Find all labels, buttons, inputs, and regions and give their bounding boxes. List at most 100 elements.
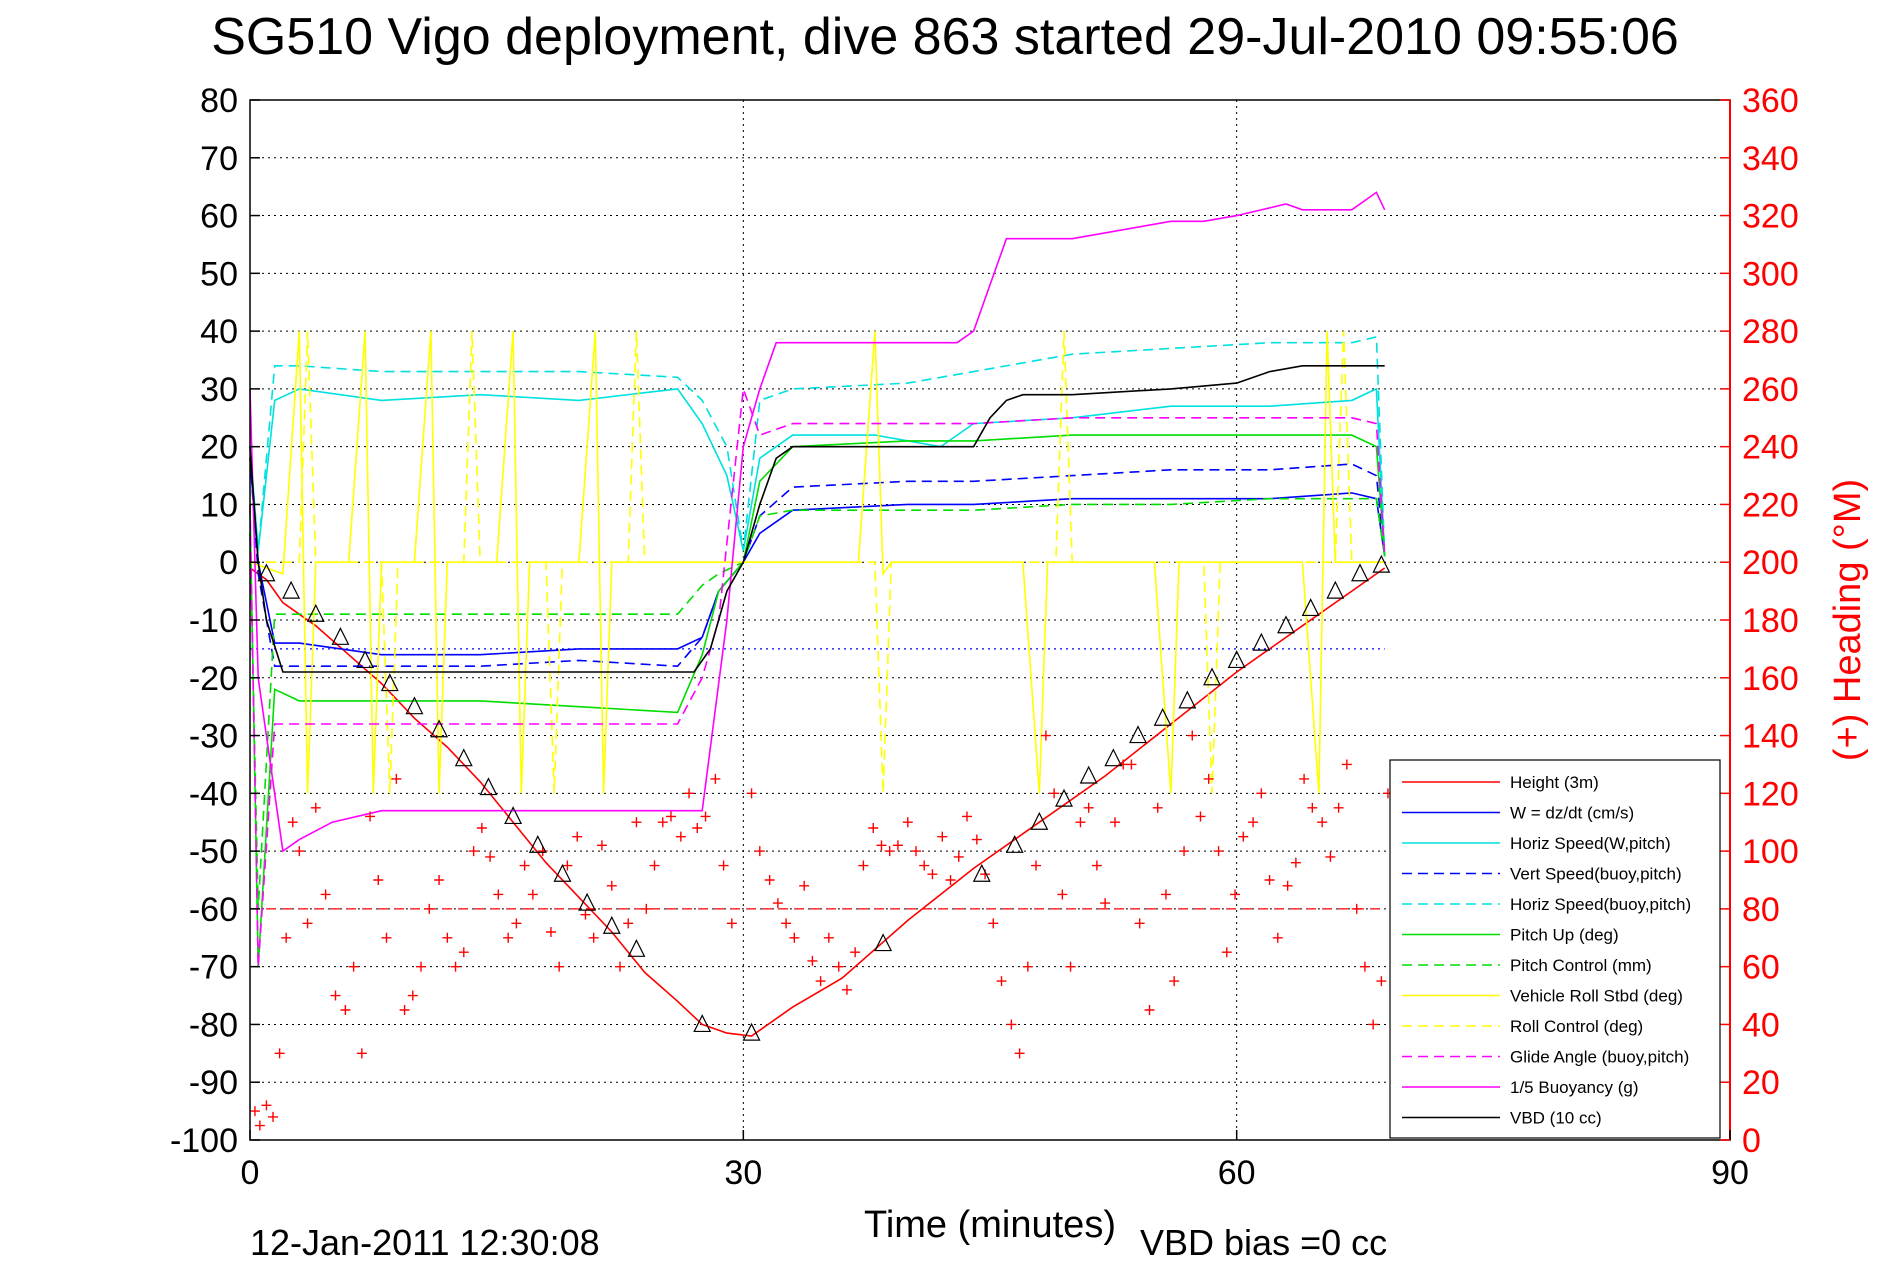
heading-point <box>764 875 775 885</box>
heading-point <box>1248 817 1259 828</box>
depth-marker <box>627 938 646 957</box>
heading-point <box>675 831 686 842</box>
heading-point <box>1057 889 1068 900</box>
y-tick-label: 80 <box>200 82 238 120</box>
heading-point <box>1238 831 1249 842</box>
depth-marker <box>257 563 276 582</box>
legend-label: Vehicle Roll Stbd (deg) <box>1510 987 1683 1006</box>
heading-point <box>823 932 834 943</box>
heading-point <box>503 932 514 943</box>
heading-point <box>1213 846 1224 857</box>
heading-point <box>1160 889 1171 900</box>
heading-point <box>1152 802 1163 813</box>
heading-point <box>373 875 384 885</box>
heading-point <box>1307 802 1318 813</box>
heading-point <box>1144 1005 1155 1015</box>
series-line <box>249 335 1386 557</box>
heading-point <box>1341 759 1352 770</box>
heading-point <box>858 860 869 871</box>
legend-label: Horiz Speed(W,pitch) <box>1510 834 1671 853</box>
heading-point <box>892 840 903 851</box>
heading-point <box>833 961 844 972</box>
heading-point <box>1091 860 1102 871</box>
heading-point <box>1299 773 1310 784</box>
depth-marker <box>693 1014 712 1033</box>
heading-point <box>274 1048 285 1059</box>
heading-point <box>815 976 826 987</box>
heading-point <box>1065 961 1076 972</box>
heading-point <box>476 823 487 833</box>
y-tick-label: 30 <box>200 371 238 409</box>
series-line <box>250 331 1385 794</box>
heading-point <box>287 817 298 828</box>
y-axis-ticks: 80 70 60 50 40 30 20 10 0 -10 -20 -30 -40 -50 -60 -70 -8… <box>170 82 260 1160</box>
right-tick-label: 20 <box>1742 1064 1780 1102</box>
heading-point <box>391 773 402 784</box>
depth-marker <box>553 863 572 882</box>
heading-point <box>424 903 435 914</box>
heading-point <box>807 955 818 966</box>
depth-marker <box>1326 580 1345 599</box>
series-line <box>249 497 1386 909</box>
heading-point <box>545 927 556 937</box>
heading-point <box>684 788 695 799</box>
heading-point <box>1368 1019 1379 1030</box>
heading-point <box>746 788 757 799</box>
heading-point <box>1126 759 1137 770</box>
heading-point <box>1083 802 1094 813</box>
series-lines <box>249 191 1386 1037</box>
depth-marker <box>1203 667 1221 686</box>
series-line <box>249 434 1386 967</box>
heading-point <box>919 860 930 871</box>
y-tick-label: -40 <box>189 775 238 813</box>
heading-point <box>254 1120 265 1131</box>
heading-point <box>1100 898 1111 909</box>
depth-marker <box>1104 748 1123 767</box>
heading-point <box>519 860 530 871</box>
right-tick-label: 300 <box>1742 255 1799 293</box>
legend-label: Height (3m) <box>1510 773 1599 792</box>
heading-point <box>692 823 703 833</box>
heading-point <box>1006 1019 1017 1030</box>
y-tick-label: 0 <box>219 544 238 582</box>
heading-point <box>1022 961 1033 972</box>
right-tick-label: 280 <box>1742 313 1799 351</box>
right-axis-ticks: 3603403203002802602402202001801601401201… <box>1720 82 1799 1160</box>
heading-point <box>657 817 668 828</box>
right-tick-label: 160 <box>1742 660 1799 698</box>
heading-point <box>953 851 964 862</box>
depth-marker <box>1351 563 1369 582</box>
depth-marker <box>1227 650 1246 669</box>
depth-marker <box>874 933 893 952</box>
heading-point <box>320 889 331 900</box>
heading-point <box>1256 788 1267 799</box>
depth-marker <box>742 1022 761 1041</box>
heading-point <box>1317 817 1328 828</box>
y-tick-label: -90 <box>189 1064 238 1102</box>
heading-point <box>511 918 522 929</box>
y-tick-label: -20 <box>189 660 238 698</box>
heading-point <box>631 817 642 828</box>
x-axis-ticks: 0 30 60 90 <box>241 1130 1749 1192</box>
heading-point <box>1169 976 1180 987</box>
depth-markers <box>257 554 1391 1041</box>
heading-point <box>623 918 634 929</box>
heading-point <box>841 984 852 995</box>
heading-point <box>850 947 861 958</box>
right-axis-label: (+) Heading (°M) <box>1827 479 1869 761</box>
heading-point <box>1134 918 1145 929</box>
heading-point <box>365 811 376 822</box>
heading-point <box>294 846 305 857</box>
depth-marker <box>504 806 523 825</box>
right-tick-label: 220 <box>1742 486 1799 524</box>
legend-label: Glide Angle (buoy,pitch) <box>1510 1048 1689 1067</box>
y-tick-label: -60 <box>189 891 238 929</box>
heading-point <box>876 840 887 851</box>
depth-marker <box>405 696 424 715</box>
y-tick-label: 60 <box>200 198 238 236</box>
right-tick-label: 260 <box>1742 371 1799 409</box>
heading-point <box>1359 961 1370 972</box>
legend-label: 1/5 Buoyancy (g) <box>1510 1078 1639 1097</box>
heading-point <box>718 860 729 871</box>
legend-label: Pitch Control (mm) <box>1510 956 1652 975</box>
